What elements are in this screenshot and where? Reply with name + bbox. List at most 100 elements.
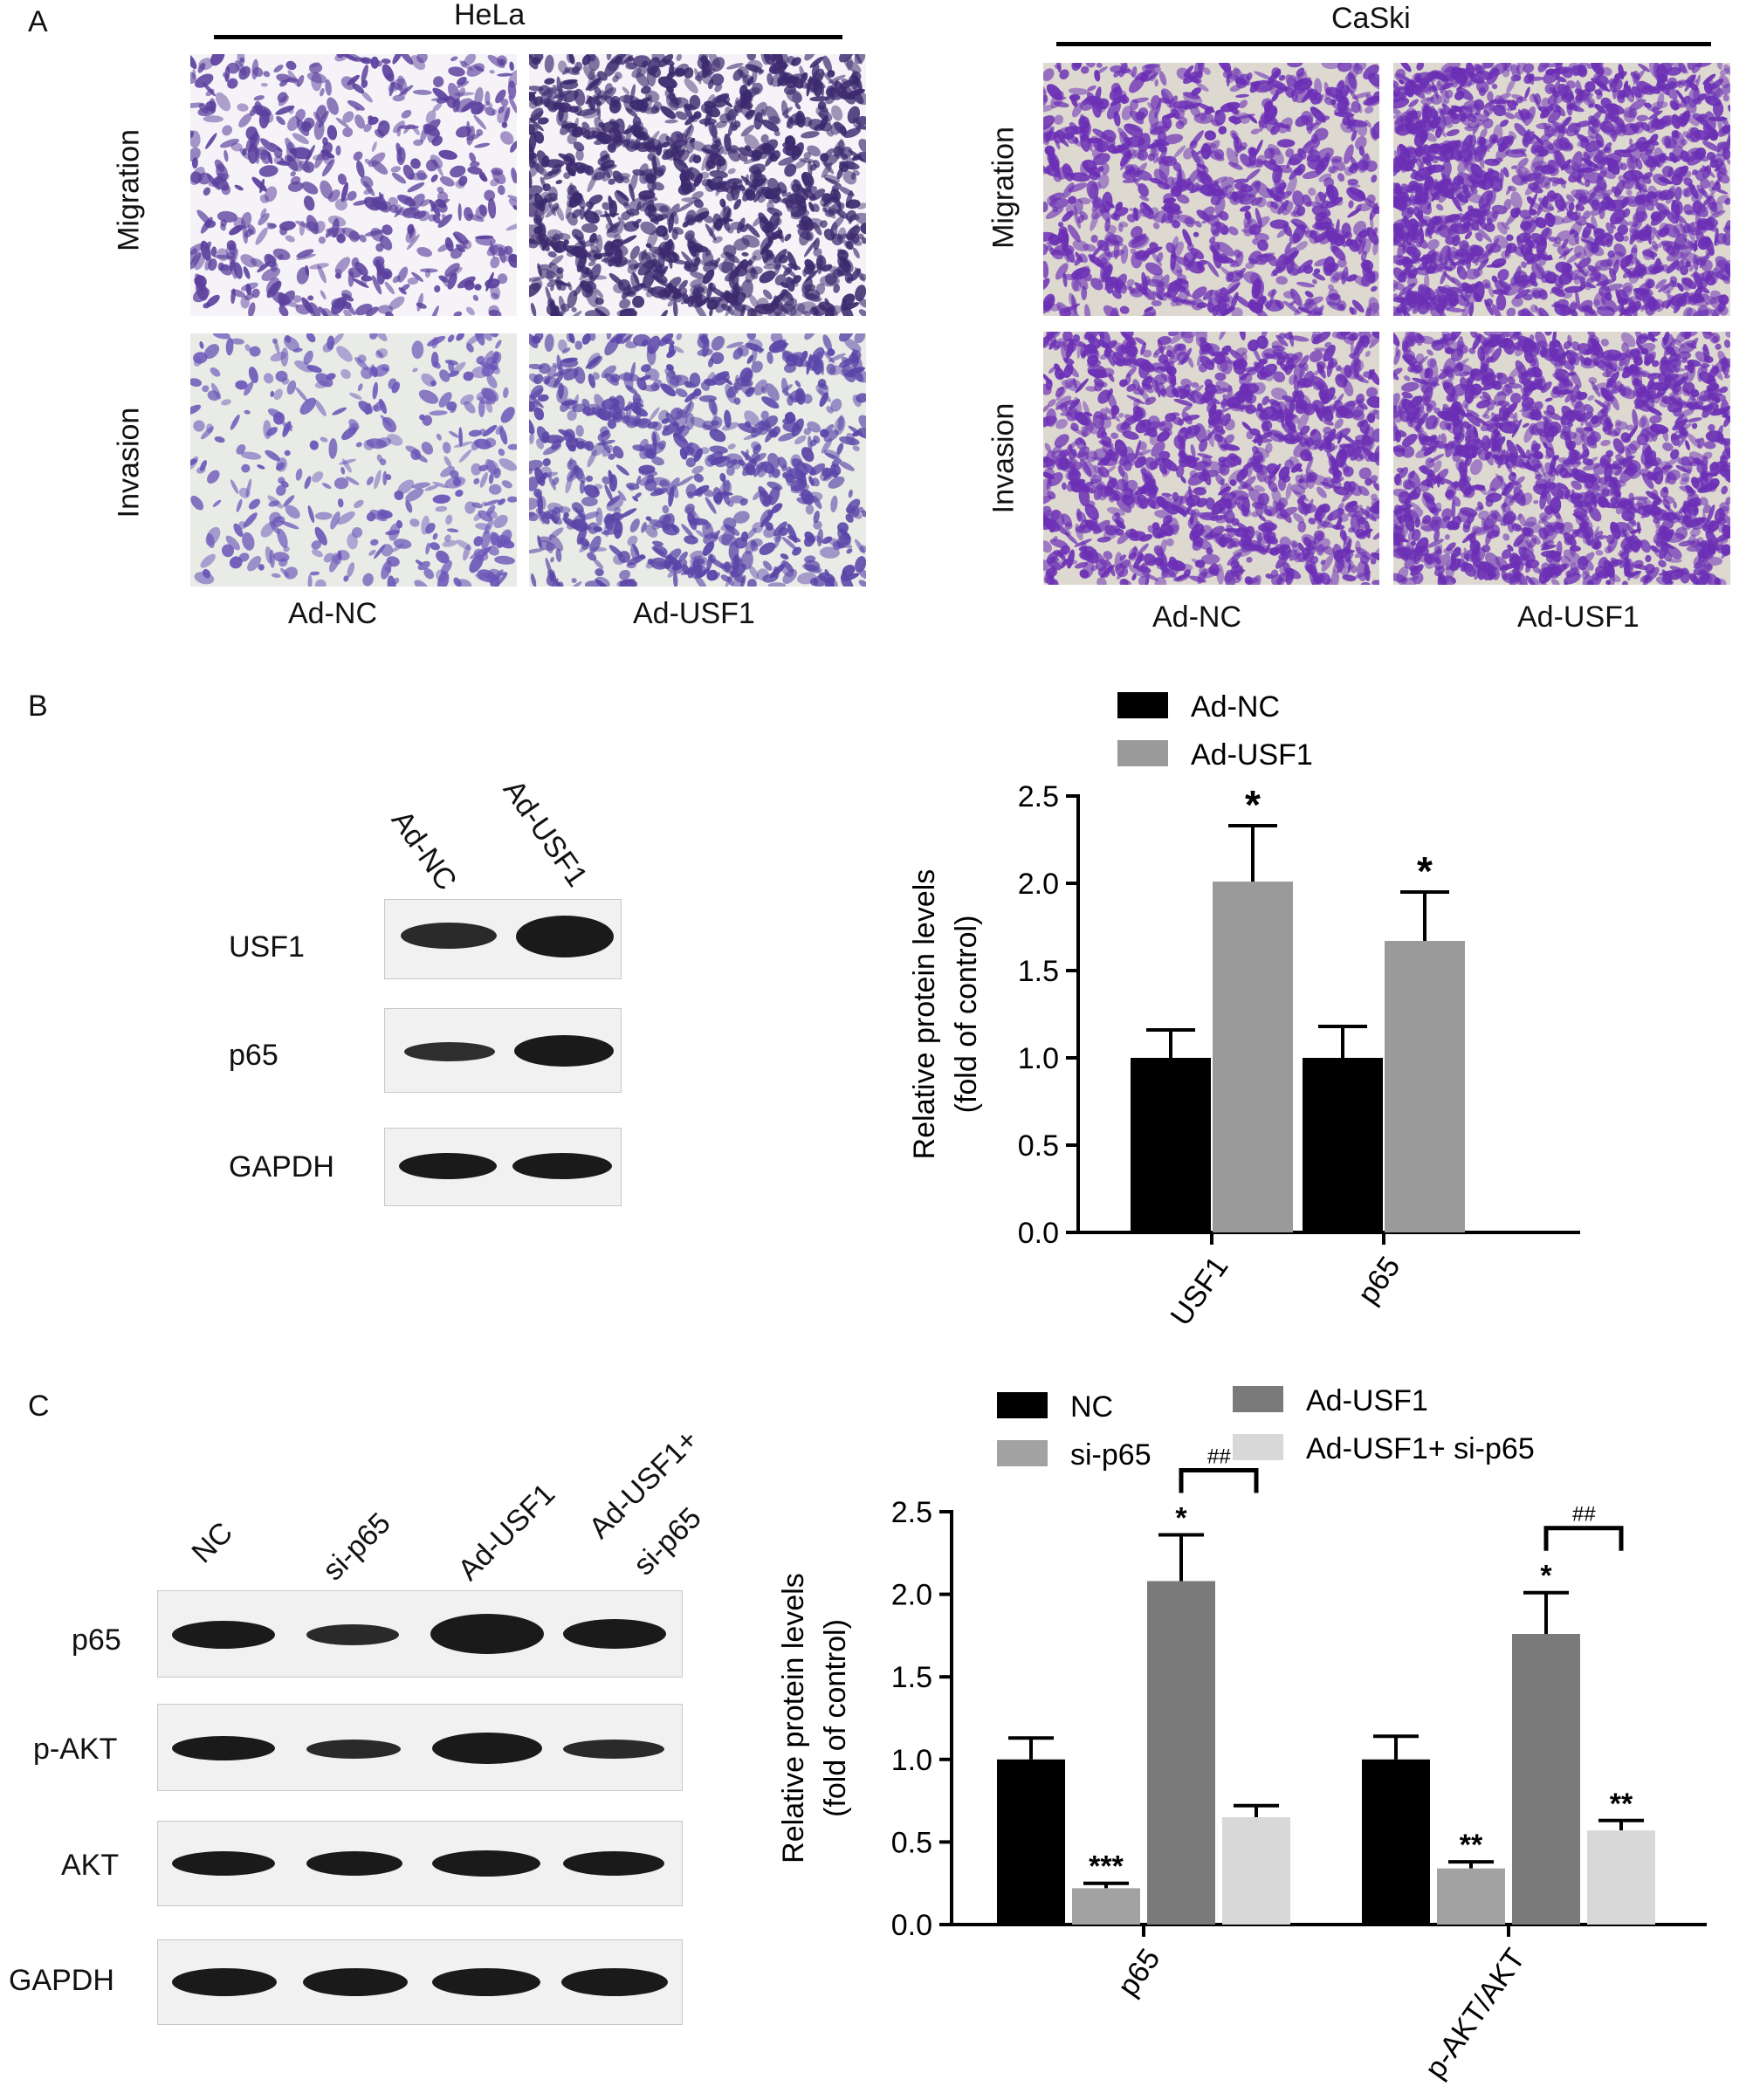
band	[303, 1968, 408, 1996]
bar	[1147, 1581, 1215, 1925]
hela-invasion-ad-usf1-image	[529, 333, 866, 587]
hela-row-label-invasion: Invasion	[112, 407, 146, 518]
band	[306, 1851, 402, 1876]
legend-label: NC	[1070, 1390, 1113, 1424]
panel-letter-c: C	[28, 1390, 50, 1423]
legend-swatch	[1117, 740, 1168, 766]
band	[563, 1619, 666, 1649]
band	[516, 916, 614, 957]
y-axis-label-2: (fold of control)	[819, 1619, 852, 1817]
blot-c-row-label-p65: p65	[72, 1623, 121, 1657]
significance-bracket	[1179, 1467, 1259, 1493]
band	[430, 1614, 544, 1654]
hela-title-rule	[214, 35, 842, 39]
y-axis-label-2: (fold of control)	[950, 916, 983, 1114]
blot-c-row-label-p-akt: p-AKT	[33, 1733, 118, 1766]
bracket-label: ##	[1207, 1445, 1231, 1468]
blot-b-row-label-p65: p65	[229, 1039, 278, 1072]
blot-c-gapdh-strip	[157, 1939, 683, 2025]
bar	[1222, 1817, 1290, 1925]
blot-c-lane-label-si-p65: si-p65	[316, 1506, 397, 1588]
y-tick-label: 0.5	[1018, 1129, 1059, 1163]
chart-c: 0.0 0.5 1.0 1.5 2.0 2.5 Relative protein level…	[777, 1384, 1707, 2085]
hela-invasion-ad-nc-image	[190, 333, 517, 587]
blot-b-row-label-usf1: USF1	[229, 930, 305, 964]
band	[172, 1621, 275, 1649]
legend-label: si-p65	[1070, 1438, 1151, 1472]
blot-c-lane-label-si-p65-second: si-p65	[627, 1500, 708, 1582]
y-tick-label: 2.0	[1018, 868, 1059, 901]
band	[512, 1153, 612, 1179]
panel-letter-a: A	[28, 5, 48, 38]
caski-invasion-ad-nc-image	[1043, 332, 1379, 585]
significance-marker: ***	[1089, 1850, 1124, 1884]
bar	[1587, 1830, 1655, 1925]
significance-bracket	[1543, 1526, 1624, 1551]
hela-migration-ad-usf1-image	[529, 54, 866, 316]
blot-c-lane-label-ad-usf1: Ad-USF1	[451, 1477, 562, 1588]
caski-migration-ad-usf1-image	[1393, 63, 1730, 316]
hela-migration-ad-nc-image	[190, 54, 517, 316]
caski-col-label-ad-nc: Ad-NC	[1152, 600, 1242, 634]
x-tick-label: p-AKT/AKT	[1419, 1943, 1532, 2085]
hela-row-label-migration: Migration	[112, 129, 146, 251]
significance-marker: *	[1417, 848, 1433, 894]
significance-marker: *	[1540, 1560, 1552, 1593]
blot-c-p65-strip	[157, 1590, 683, 1678]
legend-swatch	[1117, 692, 1168, 718]
bar	[1072, 1888, 1140, 1925]
y-tick-label: 0.0	[1018, 1217, 1059, 1250]
band	[172, 1736, 275, 1760]
x-tick-label: p65	[1111, 1943, 1167, 2002]
caski-row-label-invasion: Invasion	[986, 402, 1021, 514]
caski-col-label-ad-usf1: Ad-USF1	[1517, 600, 1640, 634]
band	[432, 1850, 540, 1877]
y-tick-label: 2.5	[891, 1496, 932, 1529]
y-tick-label: 2.5	[1018, 780, 1059, 813]
y-axis-label: Relative protein levels	[777, 1573, 810, 1863]
x-tick-label: p65	[1351, 1251, 1407, 1310]
blot-c-row-label-akt: AKT	[61, 1849, 120, 1882]
legend-label: Ad-USF1	[1306, 1384, 1428, 1417]
legend-swatch	[1233, 1434, 1283, 1460]
y-axis-label: Relative protein levels	[908, 869, 941, 1160]
chart-b: 0.0 0.5 1.0 1.5 2.0 2.5 Relative protein level…	[908, 690, 1580, 1332]
hela-col-label-ad-usf1: Ad-USF1	[633, 597, 755, 630]
legend-label: Ad-USF1+ si-p65	[1306, 1432, 1535, 1465]
legend-swatch	[997, 1440, 1048, 1466]
bar	[1213, 882, 1293, 1232]
y-tick-label: 1.5	[891, 1661, 932, 1694]
y-tick-label: 0.0	[891, 1909, 932, 1942]
band	[432, 1733, 542, 1764]
blot-c-akt-strip	[157, 1821, 683, 1906]
bracket-label: ##	[1572, 1503, 1596, 1527]
band	[404, 1042, 495, 1061]
legend-label: Ad-NC	[1191, 690, 1280, 724]
bar	[1131, 1058, 1211, 1232]
blot-b-p65-strip	[384, 1008, 622, 1093]
bar	[1385, 941, 1465, 1232]
hela-title: HeLa	[454, 0, 526, 31]
significance-marker: *	[1245, 782, 1261, 827]
band	[172, 1851, 275, 1876]
caski-row-label-migration: Migration	[986, 127, 1021, 249]
band	[306, 1740, 401, 1759]
legend-swatch	[997, 1392, 1048, 1418]
significance-marker: **	[1460, 1829, 1483, 1862]
y-tick-label: 1.0	[1018, 1042, 1059, 1075]
blot-b-lane-label-ad-usf1: Ad-USF1	[496, 773, 595, 893]
band	[399, 1153, 497, 1179]
blot-c-row-label-gapdh: GAPDH	[9, 1964, 114, 1997]
legend-swatch	[1233, 1386, 1283, 1412]
caski-title: CaSki	[1331, 2, 1411, 35]
band	[401, 923, 497, 949]
bar	[1303, 1058, 1383, 1232]
significance-marker: *	[1175, 1501, 1187, 1534]
legend-label: Ad-USF1	[1191, 738, 1313, 772]
caski-title-rule	[1056, 42, 1711, 46]
hela-col-label-ad-nc: Ad-NC	[288, 597, 378, 630]
significance-marker: **	[1610, 1788, 1633, 1821]
x-tick-label: USF1	[1165, 1251, 1235, 1332]
y-tick-label: 0.5	[891, 1826, 932, 1859]
blot-b-usf1-strip	[384, 899, 622, 979]
